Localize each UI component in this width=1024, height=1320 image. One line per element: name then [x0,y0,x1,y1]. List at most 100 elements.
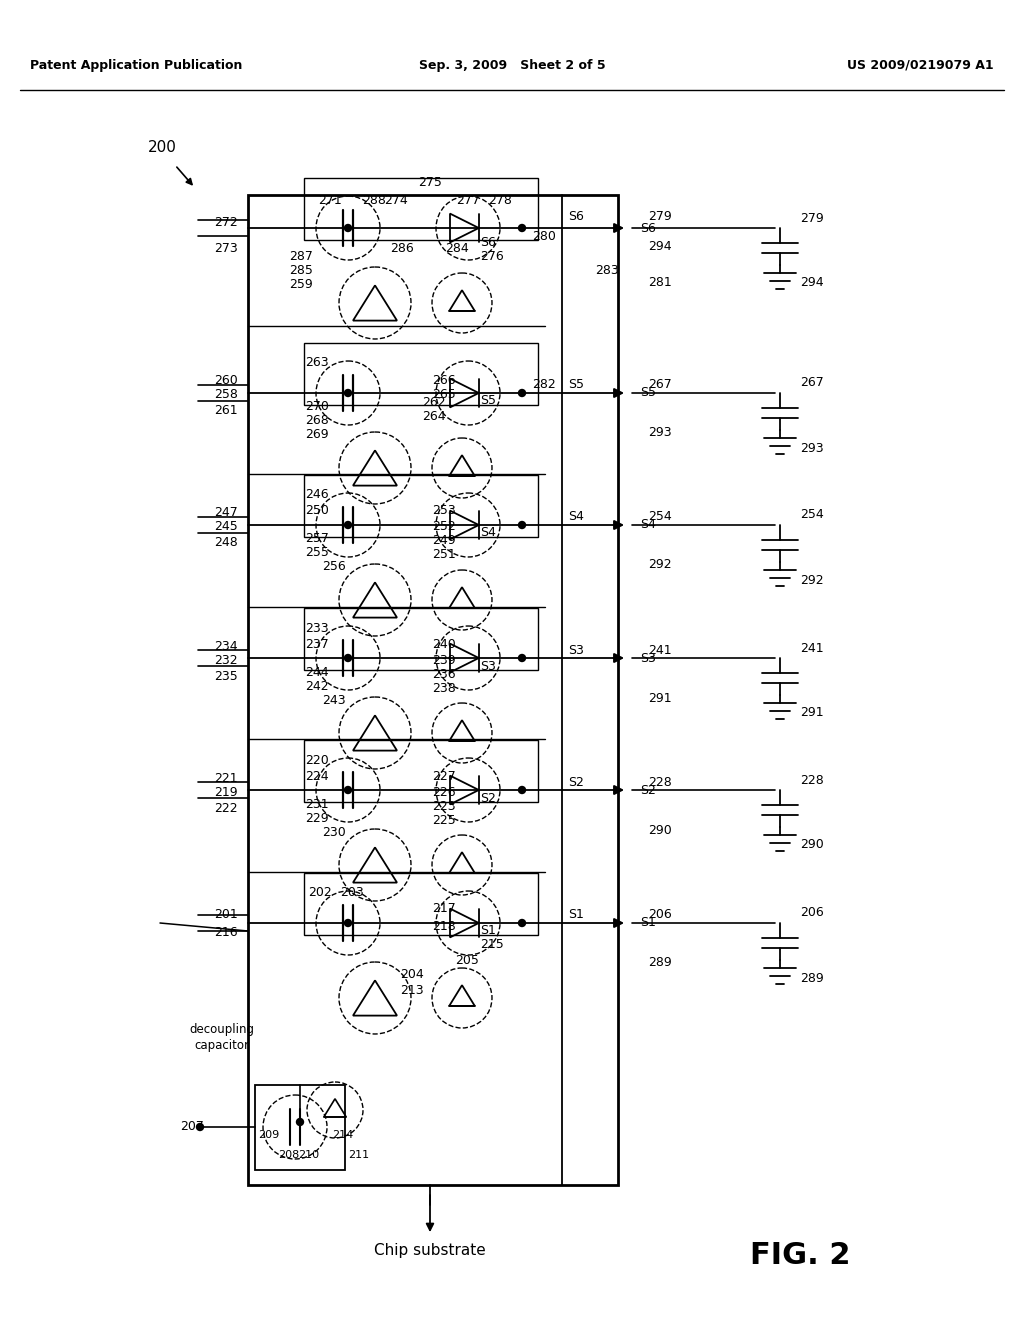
Text: 267: 267 [648,379,672,392]
Text: S3: S3 [640,652,656,664]
Text: 246: 246 [305,488,329,502]
Text: 282: 282 [532,379,556,392]
Bar [304,475,538,537]
Text: 258: 258 [214,388,238,401]
Text: FIG. 2: FIG. 2 [750,1241,851,1270]
Text: 207: 207 [180,1121,204,1134]
Text: 247: 247 [214,507,238,520]
Text: 233: 233 [305,622,329,635]
Text: 253: 253 [432,504,456,517]
Text: 291: 291 [648,692,672,705]
Text: 240: 240 [432,638,456,651]
Text: 228: 228 [648,776,672,788]
Text: 245: 245 [214,520,238,533]
Text: S6: S6 [480,236,496,249]
Text: 241: 241 [648,644,672,656]
Text: 227: 227 [432,770,456,783]
Text: 224: 224 [305,770,329,783]
Text: 237: 237 [305,638,329,651]
Text: 288: 288 [362,194,386,206]
Text: 261: 261 [214,404,238,417]
Circle shape [344,655,351,661]
Text: 264: 264 [422,411,445,424]
Text: 293: 293 [800,441,823,454]
Text: 292: 292 [648,558,672,572]
Circle shape [518,655,525,661]
Text: 203: 203 [340,887,364,899]
Text: 290: 290 [648,824,672,837]
Bar [304,178,538,240]
Text: 238: 238 [432,681,456,694]
Text: 294: 294 [648,239,672,252]
Text: 289: 289 [800,972,823,985]
Text: 244: 244 [305,665,329,678]
Text: 236: 236 [432,668,456,681]
Text: S6: S6 [640,222,656,235]
Text: 201: 201 [214,908,238,921]
Text: S1: S1 [640,916,656,929]
Text: 263: 263 [305,356,329,370]
Text: 262: 262 [422,396,445,409]
Text: 266: 266 [432,375,456,388]
Circle shape [344,389,351,396]
Bar [255,1085,345,1170]
Text: 277: 277 [456,194,480,206]
Text: 243: 243 [322,693,346,706]
Text: S5: S5 [568,379,584,392]
Text: 279: 279 [648,210,672,223]
Text: 271: 271 [318,194,342,206]
Text: 232: 232 [214,653,238,667]
Text: 285: 285 [289,264,313,276]
Bar [304,873,538,935]
Text: 289: 289 [648,957,672,969]
Text: 220: 220 [305,754,329,767]
Bar [304,741,538,803]
Text: S3: S3 [568,644,584,656]
Text: 255: 255 [305,546,329,560]
Text: 217: 217 [432,903,456,916]
Text: 206: 206 [648,908,672,921]
Text: 239: 239 [432,653,456,667]
Text: 228: 228 [800,774,823,787]
Text: 286: 286 [390,242,414,255]
Text: S1: S1 [568,908,584,921]
Text: 241: 241 [800,642,823,655]
Text: 279: 279 [800,211,823,224]
Text: 229: 229 [305,812,329,825]
Circle shape [344,224,351,231]
Text: S4: S4 [480,527,496,540]
Text: S6: S6 [568,210,584,223]
Text: 294: 294 [800,276,823,289]
Text: 214: 214 [332,1130,353,1140]
Circle shape [518,787,525,793]
Text: 257: 257 [305,532,329,545]
Text: 226: 226 [432,785,456,799]
Text: 276: 276 [480,249,504,263]
Text: S2: S2 [640,784,656,796]
Text: US 2009/0219079 A1: US 2009/0219079 A1 [848,58,994,71]
Text: 293: 293 [648,426,672,440]
Text: capacitor: capacitor [195,1039,250,1052]
Circle shape [344,920,351,927]
Text: S2: S2 [568,776,584,788]
Circle shape [518,920,525,927]
Text: 235: 235 [214,669,238,682]
Text: 231: 231 [305,797,329,810]
Text: S1: S1 [480,924,496,937]
Text: 260: 260 [214,375,238,388]
Text: 292: 292 [800,573,823,586]
Text: 274: 274 [384,194,408,206]
Circle shape [344,787,351,793]
Text: Patent Application Publication: Patent Application Publication [30,58,243,71]
Text: 283: 283 [595,264,618,276]
Circle shape [297,1118,303,1126]
Text: 269: 269 [305,429,329,441]
Text: 278: 278 [488,194,512,206]
Text: Chip substrate: Chip substrate [374,1242,485,1258]
Bar [248,195,618,1185]
Text: 225: 225 [432,813,456,826]
Text: 211: 211 [348,1150,369,1160]
Bar [304,609,538,671]
Text: 280: 280 [532,230,556,243]
Text: 208: 208 [278,1150,299,1160]
